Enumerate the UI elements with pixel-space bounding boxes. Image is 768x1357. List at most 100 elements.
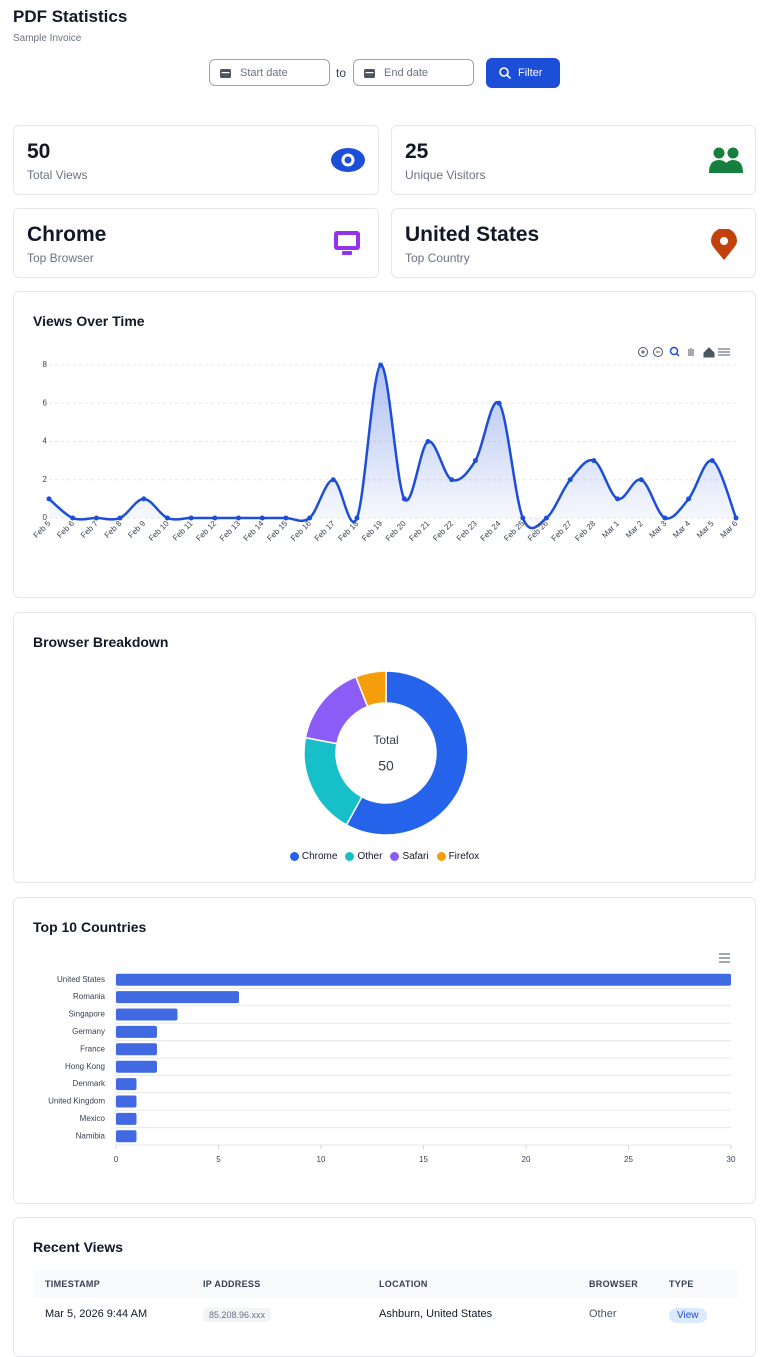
- legend-item: Firefox: [436, 851, 480, 862]
- x-tick-label: 30: [727, 1155, 736, 1164]
- stat-value: Chrome: [27, 223, 107, 246]
- bar: [116, 1130, 137, 1143]
- table-cell: View: [669, 1308, 707, 1323]
- legend-swatch: [289, 852, 299, 861]
- x-tick-label: Feb 19: [360, 519, 384, 543]
- legend-item: Safari: [390, 851, 429, 862]
- point: [472, 458, 478, 464]
- point: [686, 496, 692, 502]
- point: [425, 439, 431, 444]
- bar: [116, 973, 731, 986]
- bar: [116, 1060, 157, 1073]
- calendar-icon: [364, 69, 375, 78]
- page: PDF Statistics Sample Invoice Start date…: [13, 7, 756, 1357]
- legend-swatch: [390, 852, 400, 861]
- x-tick-label: Feb 5: [32, 519, 53, 540]
- y-tick-label: 2: [43, 475, 48, 484]
- point: [354, 515, 360, 521]
- bar: [116, 1095, 137, 1108]
- area: [49, 364, 736, 529]
- donut-chart: Total 50: [303, 670, 469, 836]
- chart-card: Browser Breakdown Total 50 Chrome Other Saf…: [13, 612, 756, 883]
- column-header: TYPE: [669, 1279, 694, 1289]
- x-tick-label: Mar 6: [719, 519, 740, 540]
- x-tick-label: Feb 10: [147, 519, 171, 543]
- y-tick-label: Denmark: [73, 1079, 106, 1088]
- start-date-input[interactable]: Start date: [209, 59, 330, 86]
- menu-icon[interactable]: [719, 953, 730, 963]
- users-icon: [709, 147, 743, 173]
- x-tick-label: Feb 27: [550, 519, 574, 543]
- bar-chart: 0 5 10 15 20 25 30 United States Romania Singapor…: [48, 953, 736, 1164]
- y-tick-label: Mexico: [80, 1114, 106, 1123]
- point: [709, 458, 715, 464]
- x-tick-label: Feb 9: [126, 519, 147, 540]
- stat-label: Total Views: [27, 168, 88, 182]
- bar: [116, 991, 239, 1004]
- placeholder: Start date: [240, 67, 288, 79]
- center-label: Total: [373, 733, 398, 747]
- chart-title: Browser Breakdown: [33, 634, 169, 650]
- table-header: [33, 1270, 738, 1298]
- y-tick-label: Germany: [72, 1027, 105, 1036]
- table-title: Recent Views: [33, 1239, 124, 1255]
- x-tick-label: Feb 15: [265, 519, 289, 543]
- point: [141, 496, 147, 502]
- stat-card: 50 Total Views: [13, 125, 379, 195]
- table-card: Recent Views TIMESTAMP IP ADDRESS LOCATION…: [13, 1217, 756, 1357]
- x-tick-label: Feb 8: [103, 519, 124, 540]
- x-tick-label: Feb 21: [407, 519, 431, 543]
- bar: [116, 1043, 157, 1056]
- point: [567, 477, 573, 483]
- bar: [116, 1025, 157, 1038]
- eye-icon: [331, 148, 365, 172]
- column-header: BROWSER: [589, 1279, 639, 1289]
- point: [401, 496, 407, 502]
- button-label: Filter: [518, 67, 543, 79]
- x-tick-label: Feb 7: [79, 519, 100, 540]
- y-tick-label: 0: [43, 513, 48, 522]
- separator: to: [336, 66, 347, 80]
- legend-item: Other: [345, 851, 382, 862]
- filter-button[interactable]: Filter: [486, 58, 560, 88]
- y-tick-label: Romania: [73, 992, 106, 1001]
- page-title: PDF Statistics: [13, 7, 128, 26]
- point: [93, 515, 99, 521]
- point: [638, 477, 644, 483]
- x-tick-label: Mar 4: [671, 519, 692, 540]
- stat-label: Top Country: [405, 251, 470, 265]
- x-tick-label: Feb 14: [242, 519, 266, 543]
- stat-value: 50: [27, 140, 51, 163]
- stat-label: Top Browser: [27, 251, 94, 265]
- x-tick-label: Feb 18: [336, 519, 360, 543]
- calendar-icon: [220, 69, 231, 78]
- x-tick-label: Feb 11: [171, 519, 195, 543]
- chart-card: Top 10 Countries 0 5 10 15 20 25 30 United Stat…: [13, 897, 756, 1204]
- stat-card: Chrome Top Browser: [13, 208, 379, 278]
- stat-card: 25 Unique Visitors: [391, 125, 756, 195]
- y-tick-label: 6: [43, 398, 48, 407]
- x-tick-label: 25: [624, 1155, 633, 1164]
- x-tick-label: Mar 2: [624, 519, 645, 540]
- legend-swatch: [345, 852, 355, 861]
- point: [212, 515, 218, 521]
- slice: [354, 670, 387, 708]
- y-tick-label: Namibia: [76, 1131, 106, 1140]
- placeholder: End date: [384, 67, 429, 79]
- x-tick-label: 15: [419, 1155, 428, 1164]
- end-date-input[interactable]: End date: [353, 59, 474, 86]
- legend-label: Chrome: [301, 851, 338, 862]
- legend: Chrome Other Safari Firefox: [14, 851, 755, 862]
- pin-icon: [711, 229, 737, 260]
- legend-label: Firefox: [448, 851, 480, 862]
- x-tick-label: Mar 5: [695, 519, 716, 540]
- point: [46, 496, 52, 502]
- point: [70, 515, 76, 521]
- x-tick-label: Feb 13: [218, 519, 242, 543]
- chart-toolbar[interactable]: [638, 346, 731, 358]
- search-icon: [499, 67, 511, 79]
- chart-card: Views Over Time 0 2 4 6 8 Feb 5 Feb 6 Feb 7 Feb …: [13, 291, 756, 598]
- page-subtitle: Sample Invoice: [13, 33, 82, 44]
- point: [307, 515, 313, 521]
